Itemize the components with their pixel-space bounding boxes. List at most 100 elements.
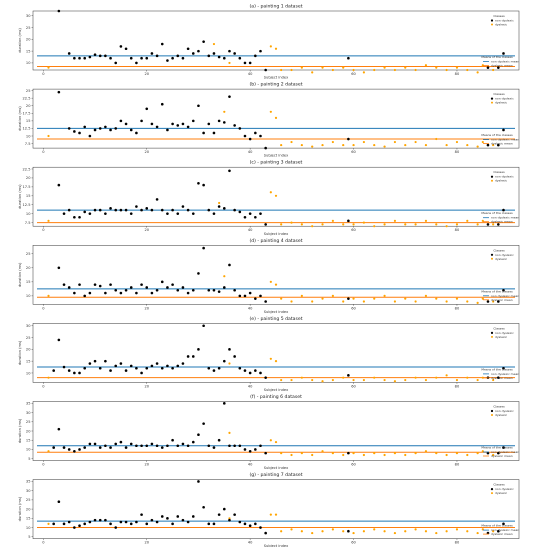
non-dyslexic-point	[212, 131, 216, 135]
non-dyslexic-point	[243, 134, 247, 138]
dyslexic-point	[342, 530, 345, 533]
legend-dyslexic-label: dyslexic	[495, 101, 507, 105]
non-dyslexic-point	[502, 522, 505, 526]
dyslexic-point	[393, 452, 397, 455]
non-dyslexic-point	[109, 283, 112, 286]
legend-dyslexic-label: dyslexic	[495, 335, 507, 339]
dyslexic-point	[280, 530, 283, 533]
axes-frame	[32, 245, 520, 305]
non-dyslexic-point	[119, 362, 123, 365]
non-dyslexic-point	[181, 518, 185, 522]
non-dyslexic-point	[176, 515, 180, 518]
non-dyslexic-point	[98, 208, 102, 212]
dyslexic-point	[280, 378, 283, 382]
non-dyslexic-point	[150, 208, 154, 212]
non-dyslexic-point	[202, 131, 205, 135]
non-dyslexic-point	[259, 444, 262, 448]
non-dyslexic-point	[243, 294, 247, 298]
non-dyslexic-point	[497, 529, 500, 533]
axes-frame	[32, 166, 520, 227]
non-dyslexic-point	[486, 300, 490, 303]
dyslexic-point	[435, 452, 438, 455]
dyslexic-point	[269, 357, 272, 360]
dyslexic-point	[445, 68, 448, 72]
non-dyslexic-point	[233, 355, 236, 358]
dyslexic-point	[274, 513, 278, 516]
non-dyslexic-point	[264, 376, 267, 379]
dyslexic-point	[223, 110, 226, 113]
dyslexic-point	[373, 297, 376, 300]
x-tick-label: 60	[351, 150, 356, 154]
non-dyslexic-point	[264, 451, 267, 455]
non-dyslexic-point	[93, 442, 97, 446]
non-dyslexic-point	[73, 371, 76, 375]
dyslexic-point	[331, 452, 334, 455]
dyslexic-point	[352, 452, 355, 455]
y-tick-label: 20	[26, 266, 31, 270]
legend-means-title: Means of the classes	[481, 289, 513, 293]
y-tick-label: 15	[26, 119, 31, 123]
non-dyslexic-point	[98, 127, 102, 130]
dyslexic-point	[290, 528, 293, 531]
y-tick-label: 35	[26, 480, 31, 484]
y-tick-label: 25	[26, 26, 31, 30]
non-dyslexic-point	[119, 440, 123, 444]
legend-dyslexic-mean-label: dyslexic mean	[491, 64, 513, 68]
dyslexic-point	[492, 378, 495, 382]
non-dyslexic-point	[202, 183, 205, 187]
non-dyslexic-point	[119, 208, 123, 212]
non-dyslexic-point	[347, 219, 350, 223]
non-dyslexic-point	[248, 61, 252, 65]
dyslexic-point	[492, 530, 495, 533]
non-dyslexic-point	[73, 526, 76, 529]
legend-non-dyslexic-label: non dyslexic	[495, 409, 514, 413]
dyslexic-point	[414, 528, 417, 531]
non-dyslexic-point	[104, 125, 107, 129]
legend-non-dyslexic-label: non dyslexic	[495, 175, 514, 179]
dyslexic-point	[373, 68, 376, 72]
dyslexic-point	[342, 223, 345, 226]
x-tick-label: 20	[144, 463, 149, 467]
non-dyslexic-point	[191, 52, 195, 55]
non-dyslexic-point	[186, 208, 190, 212]
dyslexic-point	[435, 297, 438, 300]
non-dyslexic-point	[160, 446, 164, 449]
non-dyslexic-point	[135, 366, 138, 370]
dyslexic-point	[280, 297, 283, 300]
non-dyslexic-point	[347, 137, 350, 141]
dyslexic-point	[476, 223, 479, 226]
y-tick-label: 25	[26, 252, 31, 256]
non-dyslexic-point	[155, 520, 159, 524]
dyslexic-point	[290, 140, 293, 144]
y-tick-label: 22.5	[22, 96, 30, 100]
y-tick-label: 5	[28, 535, 30, 539]
non-dyslexic-point	[155, 54, 159, 58]
non-dyslexic-point	[254, 54, 257, 58]
x-axis-label: Subject index	[264, 466, 289, 470]
dyslexic-point	[342, 453, 345, 457]
non-dyslexic-point	[171, 56, 174, 60]
dyslexic-point	[311, 300, 314, 303]
non-dyslexic-point	[166, 59, 169, 62]
dyslexic-point	[280, 143, 283, 147]
x-axis-label: Subject index	[264, 76, 289, 80]
legend-non-dyslexic-marker	[490, 331, 494, 334]
dyslexic-point	[445, 374, 448, 377]
non-dyslexic-point	[212, 212, 216, 215]
x-tick-label: 20	[144, 541, 149, 545]
dyslexic-point	[373, 528, 376, 531]
non-dyslexic-point	[171, 366, 174, 370]
dyslexic-point	[331, 378, 334, 382]
non-dyslexic-point	[129, 442, 133, 446]
x-tick-label: 20	[144, 306, 149, 310]
non-dyslexic-point	[83, 56, 87, 60]
non-dyslexic-point	[83, 366, 87, 370]
dyslexic-point	[352, 531, 355, 535]
non-dyslexic-point	[238, 366, 242, 370]
x-axis-label: Subject index	[264, 154, 289, 158]
dyslexic-point	[404, 223, 407, 226]
non-dyslexic-point	[243, 448, 247, 451]
dyslexic-point	[290, 378, 293, 382]
non-dyslexic-point	[73, 291, 76, 295]
legend-non-dyslexic-mean-label: non dyslexic mean	[491, 60, 519, 64]
